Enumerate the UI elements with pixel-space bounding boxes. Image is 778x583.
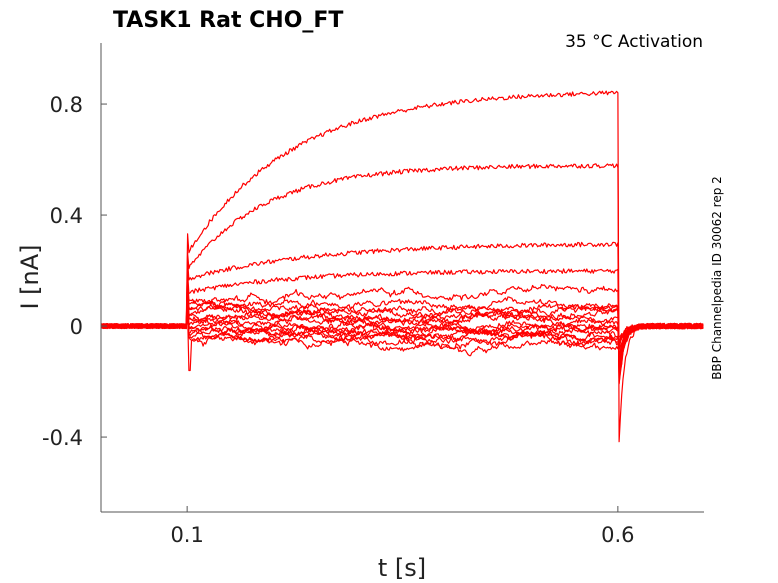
y-tick-label: 0.4: [50, 204, 83, 228]
current-trace: [100, 303, 704, 351]
chart-title: TASK1 Rat CHO_FT: [113, 8, 343, 33]
temperature-annotation: 35 °C Activation: [565, 32, 703, 52]
x-tick-label: 0.1: [170, 523, 203, 547]
current-trace: [100, 268, 704, 380]
x-ticks: 0.1 0.6: [170, 506, 635, 547]
current-trace: [100, 313, 704, 372]
current-trace: [100, 241, 704, 384]
y-axis-label: I [nA]: [16, 244, 44, 309]
current-trace: [101, 308, 704, 350]
current-trace: [100, 291, 704, 368]
y-ticks: -0.4 0 0.4 0.8: [42, 93, 107, 450]
current-trace: [100, 90, 704, 443]
y-tick-label: -0.4: [42, 426, 83, 450]
y-tick-label: 0: [70, 315, 83, 339]
current-trace: [100, 281, 704, 374]
current-trace: [100, 284, 704, 374]
plot-area: 0.1 0.6 -0.4 0 0.4 0.8: [42, 43, 704, 547]
traces-group: [100, 90, 704, 443]
current-trace: [100, 289, 704, 366]
y-tick-label: 0.8: [50, 93, 83, 117]
current-trace: [100, 163, 704, 385]
dataset-id-note: BBP Channelpedia ID 30062 rep 2: [710, 176, 724, 380]
current-trace: [100, 279, 704, 379]
x-axis-label: t [s]: [378, 554, 426, 582]
x-tick-label: 0.6: [601, 523, 634, 547]
current-trace: [100, 286, 704, 370]
